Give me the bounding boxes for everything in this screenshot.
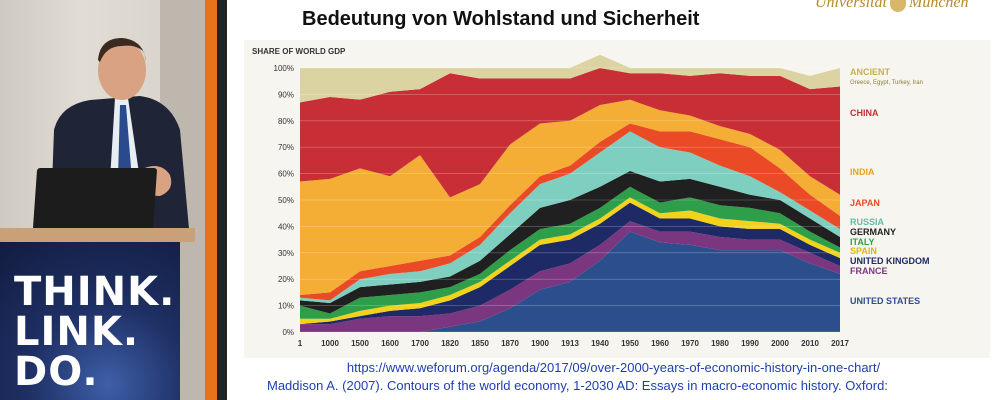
legend-item-ancient: ANCIENT	[850, 67, 891, 77]
x-tick-label: 1940	[591, 339, 609, 348]
x-tick-label: 1990	[741, 339, 759, 348]
legend-item-germany: GERMANY	[850, 227, 896, 237]
y-tick-label: 0%	[282, 328, 294, 337]
x-tick-label: 1970	[681, 339, 699, 348]
area-united-kingdom	[300, 202, 840, 325]
gdp-share-chart: SHARE OF WORLD GDP 0% 10% 20% 30% 40% 50% 60% 70…	[252, 47, 930, 348]
legend-item-russia: RUSSIA	[850, 217, 885, 227]
podium	[0, 242, 180, 400]
area-ancient	[300, 54, 840, 103]
x-tick-label: 2010	[801, 339, 819, 348]
x-tick-label: 2017	[831, 339, 849, 348]
y-tick-label: 50%	[278, 196, 294, 205]
x-tick-label: 1700	[411, 339, 429, 348]
x-tick-label: 1500	[351, 339, 369, 348]
laptop	[32, 168, 158, 230]
reference-url[interactable]: https://www.weforum.org/agenda/2017/09/o…	[346, 360, 881, 375]
x-tick-label: 1913	[561, 339, 579, 348]
legend-item-china: CHINA	[850, 108, 879, 118]
legend-item-united-kingdom: UNITED KINGDOM	[850, 256, 930, 266]
presentation-slide: Bedeutung von Wohlstand und Sicherheit U…	[227, 0, 1000, 400]
legend-item-india: INDIA	[850, 167, 875, 177]
speaker-video-pane: THINK. LINK. DO.	[0, 0, 205, 400]
y-tick-label: 70%	[278, 143, 294, 152]
x-tick-label: 1600	[381, 339, 399, 348]
y-axis-label: SHARE OF WORLD GDP	[252, 47, 346, 56]
legend-item-united-states: UNITED STATES	[850, 296, 920, 306]
legend-item-italy: ITALY	[850, 237, 875, 247]
seal-icon	[890, 0, 906, 13]
logo-text-right: München	[909, 0, 969, 11]
dark-divider	[217, 0, 227, 400]
slide-title: Bedeutung von Wohlstand und Sicherheit	[302, 8, 700, 30]
x-tick-label: 1850	[471, 339, 489, 348]
legend-item-spain: SPAIN	[850, 246, 877, 256]
x-tick-label: 1980	[711, 339, 729, 348]
x-tick-label: 1000	[321, 339, 339, 348]
orange-divider	[205, 0, 217, 400]
chart-panel: SHARE OF WORLD GDP 0% 10% 20% 30% 40% 50% 60% 70…	[244, 40, 990, 358]
x-tick-label: 1950	[621, 339, 639, 348]
x-tick-label: 1	[298, 339, 303, 348]
logo-text-left: Universität	[815, 0, 887, 11]
podium-line-think: THINK.	[14, 269, 176, 315]
area-russia	[300, 131, 840, 303]
x-tick-label: 1900	[531, 339, 549, 348]
reference-citation: Maddison A. (2007). Contours of the worl…	[267, 378, 888, 393]
area-italy	[300, 186, 840, 319]
podium-top	[0, 228, 195, 242]
x-tick-label: 2000	[771, 339, 789, 348]
podium-banner: THINK. LINK. DO.	[14, 272, 175, 392]
y-tick-label: 80%	[278, 117, 294, 126]
area-china	[300, 68, 840, 198]
x-tick-label: 1870	[501, 339, 519, 348]
y-tick-label: 90%	[278, 90, 294, 99]
university-logo: Universität München	[815, 0, 969, 13]
area-germany	[300, 170, 840, 314]
y-tick-label: 20%	[278, 275, 294, 284]
legend-item-japan: JAPAN	[850, 198, 880, 208]
area-france	[300, 221, 840, 332]
legend-item-france: FRANCE	[850, 266, 888, 276]
podium-line-link: LINK.	[14, 309, 140, 355]
x-tick-label: 1820	[441, 339, 459, 348]
area-japan	[300, 123, 840, 301]
x-tick-label: 1960	[651, 339, 669, 348]
y-tick-label: 30%	[278, 249, 294, 258]
y-tick-label: 10%	[278, 302, 294, 311]
y-tick-label: 100%	[274, 64, 294, 73]
y-tick-label: 60%	[278, 170, 294, 179]
y-tick-label: 40%	[278, 222, 294, 231]
legend-sublabel: Greece, Egypt, Turkey, Iran	[850, 80, 923, 86]
podium-line-do: DO.	[14, 349, 99, 395]
area-india	[300, 99, 840, 296]
